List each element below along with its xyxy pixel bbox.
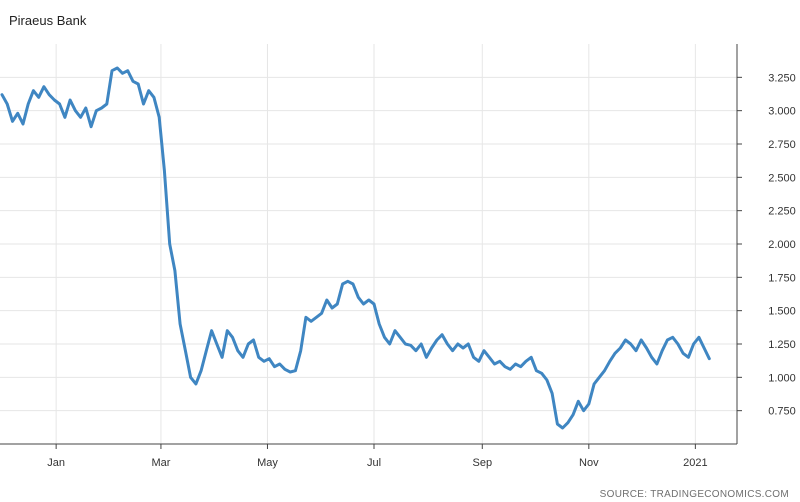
y-tick-label: 2.000	[768, 239, 796, 251]
x-tick-label: May	[257, 457, 278, 469]
source-label: SOURCE: TRADINGECONOMICS.COM	[600, 489, 789, 500]
x-tick-label: Jan	[47, 457, 65, 469]
y-tick-label: 1.250	[768, 339, 796, 351]
x-axis-labels: Jan Mar May Jul Sep Nov 2021	[47, 457, 707, 469]
x-tick-label: Sep	[472, 457, 492, 469]
y-tick-label: 2.500	[768, 172, 796, 184]
y-tick-label: 3.000	[768, 106, 796, 118]
price-series-line	[0, 66, 711, 430]
grid-lines	[0, 44, 737, 444]
x-tick-label: Nov	[579, 457, 599, 469]
y-tick-label: 2.750	[768, 139, 796, 151]
y-tick-label: 3.250	[768, 72, 796, 84]
chart-title: Piraeus Bank	[9, 13, 87, 28]
x-tick-marks	[55, 444, 696, 449]
y-axis-ticks: 0.750 1.000 1.250 1.500 1.750 2.000 2.250 2.500…	[737, 72, 796, 418]
x-tick-label: Jul	[367, 457, 381, 469]
y-tick-label: 1.000	[768, 372, 796, 384]
x-tick-label: 2021	[683, 457, 707, 469]
y-tick-label: 0.750	[768, 406, 796, 418]
x-tick-label: Mar	[151, 457, 170, 469]
y-tick-label: 1.750	[768, 272, 796, 284]
y-tick-label: 2.250	[768, 206, 796, 218]
y-tick-label: 1.500	[768, 306, 796, 318]
